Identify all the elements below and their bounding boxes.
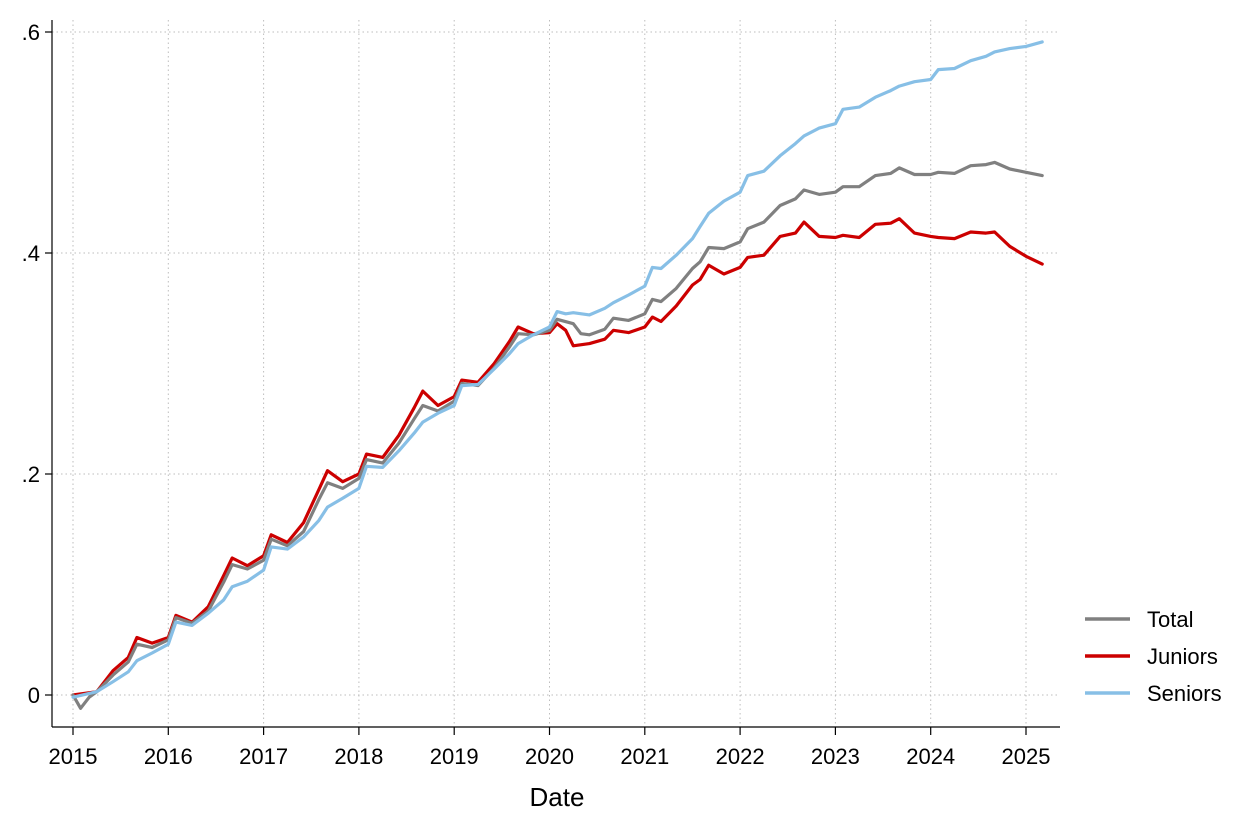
x-tick-label: 2020 bbox=[525, 744, 574, 769]
x-tick-label: 2024 bbox=[906, 744, 955, 769]
legend-item-seniors: Seniors bbox=[1085, 681, 1222, 706]
legend-item-juniors: Juniors bbox=[1085, 644, 1218, 669]
y-tick-label: .2 bbox=[22, 462, 40, 487]
x-tick-label: 2022 bbox=[716, 744, 765, 769]
x-tick-label: 2023 bbox=[811, 744, 860, 769]
x-axis-title: Date bbox=[530, 782, 585, 812]
x-tick-label: 2021 bbox=[620, 744, 669, 769]
x-tick-label: 2016 bbox=[144, 744, 193, 769]
series-line-juniors bbox=[71, 217, 1044, 697]
series-line-seniors bbox=[71, 40, 1044, 699]
x-tick-label: 2025 bbox=[1002, 744, 1051, 769]
x-tick-label: 2018 bbox=[334, 744, 383, 769]
grid-lines bbox=[52, 20, 1060, 727]
x-axis-ticks: 2015 2016 2017 2018 2019 2020 2021 2022 2023 2024… bbox=[49, 727, 1051, 769]
legend-label: Juniors bbox=[1147, 644, 1218, 669]
legend-item-total: Total bbox=[1085, 607, 1193, 632]
x-tick-label: 2015 bbox=[49, 744, 98, 769]
x-tick-label: 2017 bbox=[239, 744, 288, 769]
legend-label: Total bbox=[1147, 607, 1193, 632]
series-line-total bbox=[71, 160, 1044, 710]
x-tick-label: 2019 bbox=[430, 744, 479, 769]
legend-label: Seniors bbox=[1147, 681, 1222, 706]
y-tick-label: .4 bbox=[22, 241, 40, 266]
legend: Total Juniors Seniors bbox=[1085, 607, 1222, 706]
y-axis-ticks: 0 .2 .4 .6 bbox=[22, 20, 52, 708]
y-tick-label: 0 bbox=[28, 683, 40, 708]
series-lines bbox=[71, 40, 1044, 710]
y-tick-label: .6 bbox=[22, 20, 40, 45]
